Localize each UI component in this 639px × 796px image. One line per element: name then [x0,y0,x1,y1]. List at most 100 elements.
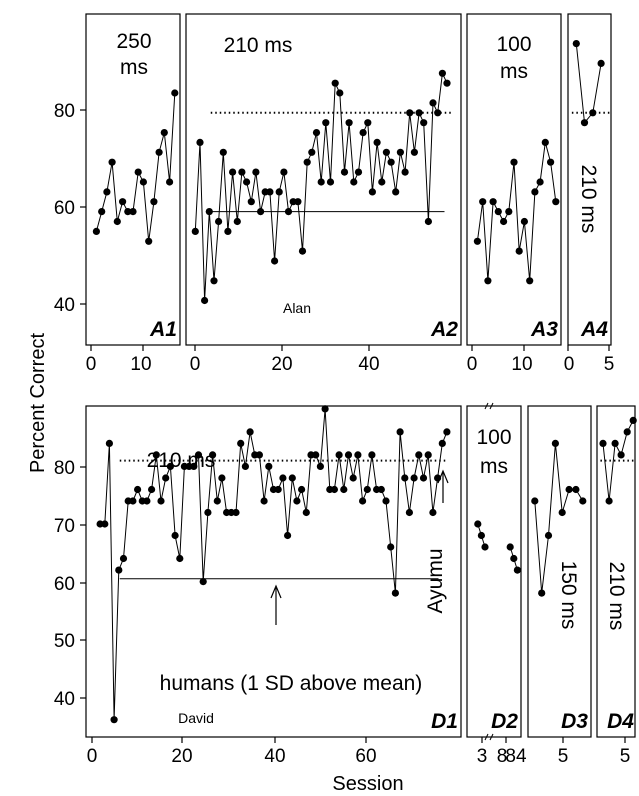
data-point-D1-38 [274,485,282,494]
data-point-D1-44 [302,508,310,517]
data-point-A1-10 [145,237,153,245]
data-point-D1-12 [152,451,160,459]
panel-D2-frame [466,405,522,738]
data-point-A3-7 [510,158,518,166]
data-point-D1-25 [213,497,221,505]
series-line-A4 [575,43,602,124]
data-point-D1-65 [401,474,409,482]
data-point-D1-2 [105,439,113,447]
data-point-D1-39 [279,474,287,482]
xtick-A1-10: 10 [130,354,151,375]
ytick-D-70: 70 [54,516,75,537]
data-point-D1-62 [387,543,395,551]
data-point-D1-64 [396,428,404,436]
xtick-D1-20: 20 [171,746,192,767]
data-point-A2-26 [312,129,321,137]
data-point-D1-20 [190,462,198,470]
data-point-D1-26 [218,474,226,482]
data-point-A2-0 [191,227,199,235]
annotation-A2-delay: 210 ms [224,34,293,57]
data-point-A2-16 [266,188,274,196]
data-point-A3-2 [484,277,492,285]
data-point-D1-58 [368,451,376,459]
panel-A4-frame [567,13,612,346]
data-point-A2-14 [257,208,265,216]
data-point-A2-34 [350,178,358,186]
data-point-A1-13 [160,129,168,137]
data-point-D1-3 [110,716,118,724]
data-point-D1-4 [115,566,123,574]
data-point-A3-15 [552,198,560,206]
data-point-A2-28 [322,119,330,127]
data-point-A2-24 [303,158,311,166]
data-point-D1-56 [359,497,367,505]
data-point-A2-45 [401,168,409,176]
data-point-A2-49 [420,119,428,127]
xtick-D2-3: 3 [477,746,488,767]
data-point-D1-36 [265,462,273,470]
data-point-A1-6 [124,208,132,216]
data-point-A4-0 [572,40,580,48]
data-point-A2-43 [392,188,400,196]
data-point-A2-31 [336,89,344,97]
data-point-D1-32 [246,428,254,436]
data-point-D3-6 [572,485,580,494]
data-point-D1-63 [391,589,399,597]
data-point-A2-50 [424,217,432,226]
data-point-A1-0 [92,227,100,235]
panel-D3-frame [527,405,592,738]
data-point-A2-33 [345,119,353,127]
data-point-D3-4 [558,508,566,517]
data-point-D3-5 [565,485,573,494]
data-point-A2-4 [210,277,218,285]
data-point-D1-47 [316,462,324,470]
data-point-A2-25 [308,148,316,156]
annotation-A1-line1: 250 [116,30,151,53]
data-point-A2-5 [215,217,223,226]
data-point-D1-7 [129,497,137,505]
annotation-D1-ayumu: Ayumu [424,549,447,614]
panel-label-D1: D1 [431,710,458,733]
ytick-A-80: 80 [54,101,75,122]
data-point-D1-21 [194,451,203,459]
data-point-D1-10 [143,497,151,505]
data-point-A2-30 [331,79,339,87]
data-point-A2-27 [317,178,325,186]
data-point-A1-14 [166,178,174,186]
xtick-D2-8: 8 [497,746,508,767]
data-point-D1-50 [330,485,338,494]
xtick-D4-5: 5 [620,746,631,767]
data-point-A1-11 [150,198,158,206]
y-axis-label: Percent Correct [27,333,49,473]
data-point-A2-7 [224,227,232,235]
annotation-D3-delay: 150 ms [557,561,580,630]
data-point-A2-52 [434,109,442,117]
data-point-A2-54 [443,79,451,87]
data-point-A2-44 [396,148,404,156]
data-point-A2-32 [340,168,349,176]
data-point-D1-11 [148,485,156,494]
annotation-A2-subject: Alan [283,300,311,316]
arrow-humans [270,584,282,625]
data-point-D3-0 [531,497,539,505]
data-point-D1-13 [157,497,165,505]
ytick-D-80: 80 [54,458,75,479]
data-point-A2-36 [359,129,367,137]
data-point-A2-18 [275,188,283,196]
data-point-D1-15 [166,462,174,470]
data-point-A3-4 [494,208,502,216]
data-point-D1-71 [429,508,437,517]
data-point-D1-22 [199,578,207,586]
data-point-A2-11 [243,178,251,186]
ytick-A-60: 60 [54,198,75,219]
data-point-D1-1 [101,520,109,528]
xtick-A4-5: 5 [604,354,615,375]
data-point-A1-9 [139,178,147,186]
data-point-A2-3 [205,208,213,216]
xtick-A1-0: 0 [86,354,97,375]
series-line-A1 [95,92,176,242]
data-point-A1-8 [134,168,142,176]
data-point-D1-43 [298,485,306,494]
data-point-D1-46 [312,451,320,459]
xtick-A2-0: 0 [190,354,201,375]
